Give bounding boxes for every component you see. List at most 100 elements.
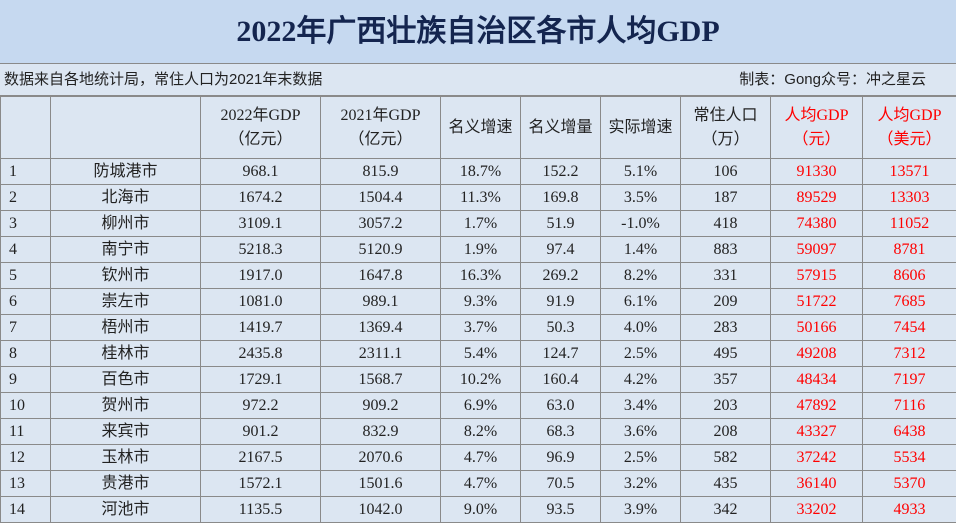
data-row: 5 钦州市 1917.0 1647.8 16.3% 269.2 8.2% 331 57915 86…: [0, 262, 956, 289]
table-body: 2022年GDP （亿元） 2021年GDP （亿元） 名义增速 名义增量 实际增速 常住人口…: [0, 96, 956, 523]
cell: 6438: [862, 418, 956, 445]
data-row: 1 防城港市 968.1 815.9 18.7% 152.2 5.1% 106 91330 135…: [0, 158, 956, 185]
cell: 12: [0, 444, 51, 471]
cell: 97.4: [520, 236, 601, 263]
cell: 36140: [770, 470, 863, 497]
cell: 7116: [862, 392, 956, 419]
header-text: （亿元）: [348, 130, 413, 148]
cell: 152.2: [520, 158, 601, 185]
note: 数据来自各地统计局，常住人口为2021年末数据: [4, 71, 323, 88]
cell: 74380: [770, 210, 863, 237]
cell: 47892: [770, 392, 863, 419]
cell: 8606: [862, 262, 956, 289]
data-row: 14 河池市 1135.5 1042.0 9.0% 93.5 3.9% 342 33202 493…: [0, 496, 956, 523]
cell: 7312: [862, 340, 956, 367]
cell: 160.4: [520, 366, 601, 393]
cell: 3.7%: [440, 314, 521, 341]
header-cell: 2022年GDP （亿元）: [200, 96, 321, 159]
cell: 2435.8: [200, 340, 321, 367]
cell: 1568.7: [320, 366, 441, 393]
cell: 6.1%: [600, 288, 681, 315]
cell: 96.9: [520, 444, 601, 471]
cell: 883: [680, 236, 771, 263]
cell: 89529: [770, 184, 863, 211]
cell: 10: [0, 392, 51, 419]
cell: 3: [0, 210, 51, 237]
cell: 4933: [862, 496, 956, 523]
data-row: 2 北海市 1674.2 1504.4 11.3% 169.8 3.5% 187 89529 13…: [0, 184, 956, 211]
data-row: 12 玉林市 2167.5 2070.6 4.7% 96.9 2.5% 582 37242 553…: [0, 444, 956, 471]
cell: 203: [680, 392, 771, 419]
data-row: 10 贺州市 972.2 909.2 6.9% 63.0 3.4% 203 47892 7116: [0, 392, 956, 419]
cell: 南宁市: [50, 236, 201, 263]
cell: 1.4%: [600, 236, 681, 263]
cell: 1.7%: [440, 210, 521, 237]
cell: 2167.5: [200, 444, 321, 471]
header-text: （亿元）: [228, 130, 293, 148]
header-cell: 名义增量: [520, 96, 601, 159]
cell: 1042.0: [320, 496, 441, 523]
cell: 13303: [862, 184, 956, 211]
cell: 832.9: [320, 418, 441, 445]
data-row: 9 百色市 1729.1 1568.7 10.2% 160.4 4.2% 357 48434 71…: [0, 366, 956, 393]
data-row: 11 来宾市 901.2 832.9 8.2% 68.3 3.6% 208 43327 6438: [0, 418, 956, 445]
cell: 49208: [770, 340, 863, 367]
cell: 4.7%: [440, 444, 521, 471]
cell: 9: [0, 366, 51, 393]
cell: 1674.2: [200, 184, 321, 211]
cell: 209: [680, 288, 771, 315]
cell: 河池市: [50, 496, 201, 523]
cell: 33202: [770, 496, 863, 523]
cell: 柳州市: [50, 210, 201, 237]
cell: 187: [680, 184, 771, 211]
cell: 357: [680, 366, 771, 393]
header-row: 2022年GDP （亿元） 2021年GDP （亿元） 名义增速 名义增量 实际增速 常住人口…: [0, 96, 956, 159]
cell: 8: [0, 340, 51, 367]
header-cell: 人均GDP （元）: [770, 96, 863, 159]
cell: 1572.1: [200, 470, 321, 497]
data-row: 6 崇左市 1081.0 989.1 9.3% 91.9 6.1% 209 51722 7685: [0, 288, 956, 315]
cell: 9.0%: [440, 496, 521, 523]
cell: 桂林市: [50, 340, 201, 367]
cell: 1419.7: [200, 314, 321, 341]
cell: 435: [680, 470, 771, 497]
cell: 5.4%: [440, 340, 521, 367]
cell: 5534: [862, 444, 956, 471]
cell: 玉林市: [50, 444, 201, 471]
data-row: 8 桂林市 2435.8 2311.1 5.4% 124.7 2.5% 495 49208 731…: [0, 340, 956, 367]
cell: 防城港市: [50, 158, 201, 185]
header-text: 2022年GDP: [220, 106, 301, 124]
cell: 4.0%: [600, 314, 681, 341]
cell: 3.2%: [600, 470, 681, 497]
data-row: 4 南宁市 5218.3 5120.9 1.9% 97.4 1.4% 883 59097 8781: [0, 236, 956, 263]
cell: 10.2%: [440, 366, 521, 393]
cell: 来宾市: [50, 418, 201, 445]
cell: 269.2: [520, 262, 601, 289]
header-text: 人均GDP: [784, 106, 849, 124]
cell: 4.2%: [600, 366, 681, 393]
cell: 7685: [862, 288, 956, 315]
cell: 59097: [770, 236, 863, 263]
cell: 13: [0, 470, 51, 497]
cell: 901.2: [200, 418, 321, 445]
cell: 8.2%: [600, 262, 681, 289]
cell: 495: [680, 340, 771, 367]
cell: 3.9%: [600, 496, 681, 523]
cell: 582: [680, 444, 771, 471]
cell: 50166: [770, 314, 863, 341]
header-cell: 2021年GDP （亿元）: [320, 96, 441, 159]
cell: 70.5: [520, 470, 601, 497]
cell: 6.9%: [440, 392, 521, 419]
cell: 1135.5: [200, 496, 321, 523]
header-text: （万）: [701, 130, 750, 148]
cell: 51722: [770, 288, 863, 315]
cell: 1729.1: [200, 366, 321, 393]
cell: 11: [0, 418, 51, 445]
cell: 百色市: [50, 366, 201, 393]
cell: 3.4%: [600, 392, 681, 419]
cell: 18.7%: [440, 158, 521, 185]
cell: 37242: [770, 444, 863, 471]
header-text: 常住人口: [693, 106, 758, 124]
header-text: 人均GDP: [877, 106, 942, 124]
